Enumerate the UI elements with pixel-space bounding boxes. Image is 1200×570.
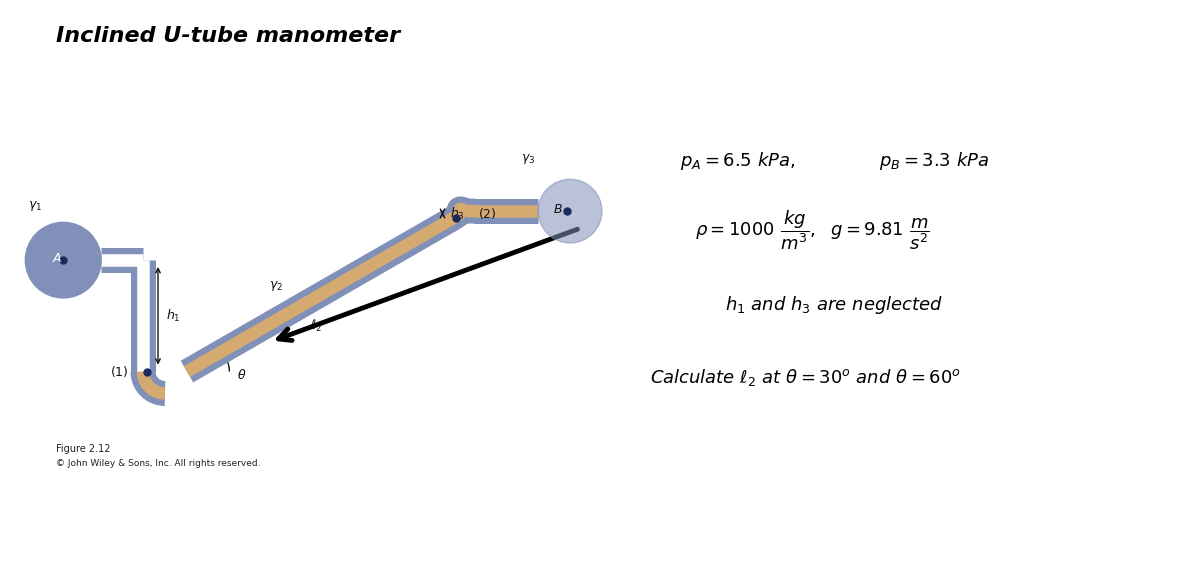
- Text: $\gamma_1$: $\gamma_1$: [29, 200, 42, 213]
- Text: Inclined U-tube manometer: Inclined U-tube manometer: [56, 26, 401, 46]
- Text: $h_1\ and\ h_3\ are\ neglected$: $h_1\ and\ h_3\ are\ neglected$: [725, 294, 943, 316]
- Text: $A$: $A$: [52, 251, 62, 264]
- Circle shape: [25, 222, 101, 298]
- Text: © John Wiley & Sons, Inc. All rights reserved.: © John Wiley & Sons, Inc. All rights res…: [56, 459, 260, 468]
- Text: $\gamma_2$: $\gamma_2$: [269, 279, 283, 293]
- Text: $h_3$: $h_3$: [450, 205, 466, 222]
- Text: $h_1$: $h_1$: [166, 308, 181, 324]
- Text: $(1)$: $(1)$: [110, 364, 130, 379]
- Circle shape: [538, 180, 602, 243]
- Text: $B$: $B$: [553, 202, 563, 215]
- Text: $\gamma_3$: $\gamma_3$: [521, 152, 535, 166]
- Text: $\theta$: $\theta$: [236, 368, 246, 381]
- Text: $p_B = 3.3\ kPa$: $p_B = 3.3\ kPa$: [880, 149, 990, 172]
- Text: Figure 2.12: Figure 2.12: [56, 444, 110, 454]
- Text: $p_A = 6.5\ kPa,$: $p_A = 6.5\ kPa,$: [680, 149, 796, 172]
- Text: $\rho = 1000\ \dfrac{kg}{m^3},\ \ g = 9.81\ \dfrac{m}{s^2}$: $\rho = 1000\ \dfrac{kg}{m^3},\ \ g = 9.…: [695, 209, 930, 252]
- Text: $\ell_2$: $\ell_2$: [310, 317, 322, 334]
- Text: $(2)$: $(2)$: [479, 206, 497, 221]
- Text: $Calculate\ \ell_2\ at\ \theta = 30^o\ and\ \theta = 60^o$: $Calculate\ \ell_2\ at\ \theta = 30^o\ a…: [650, 367, 961, 388]
